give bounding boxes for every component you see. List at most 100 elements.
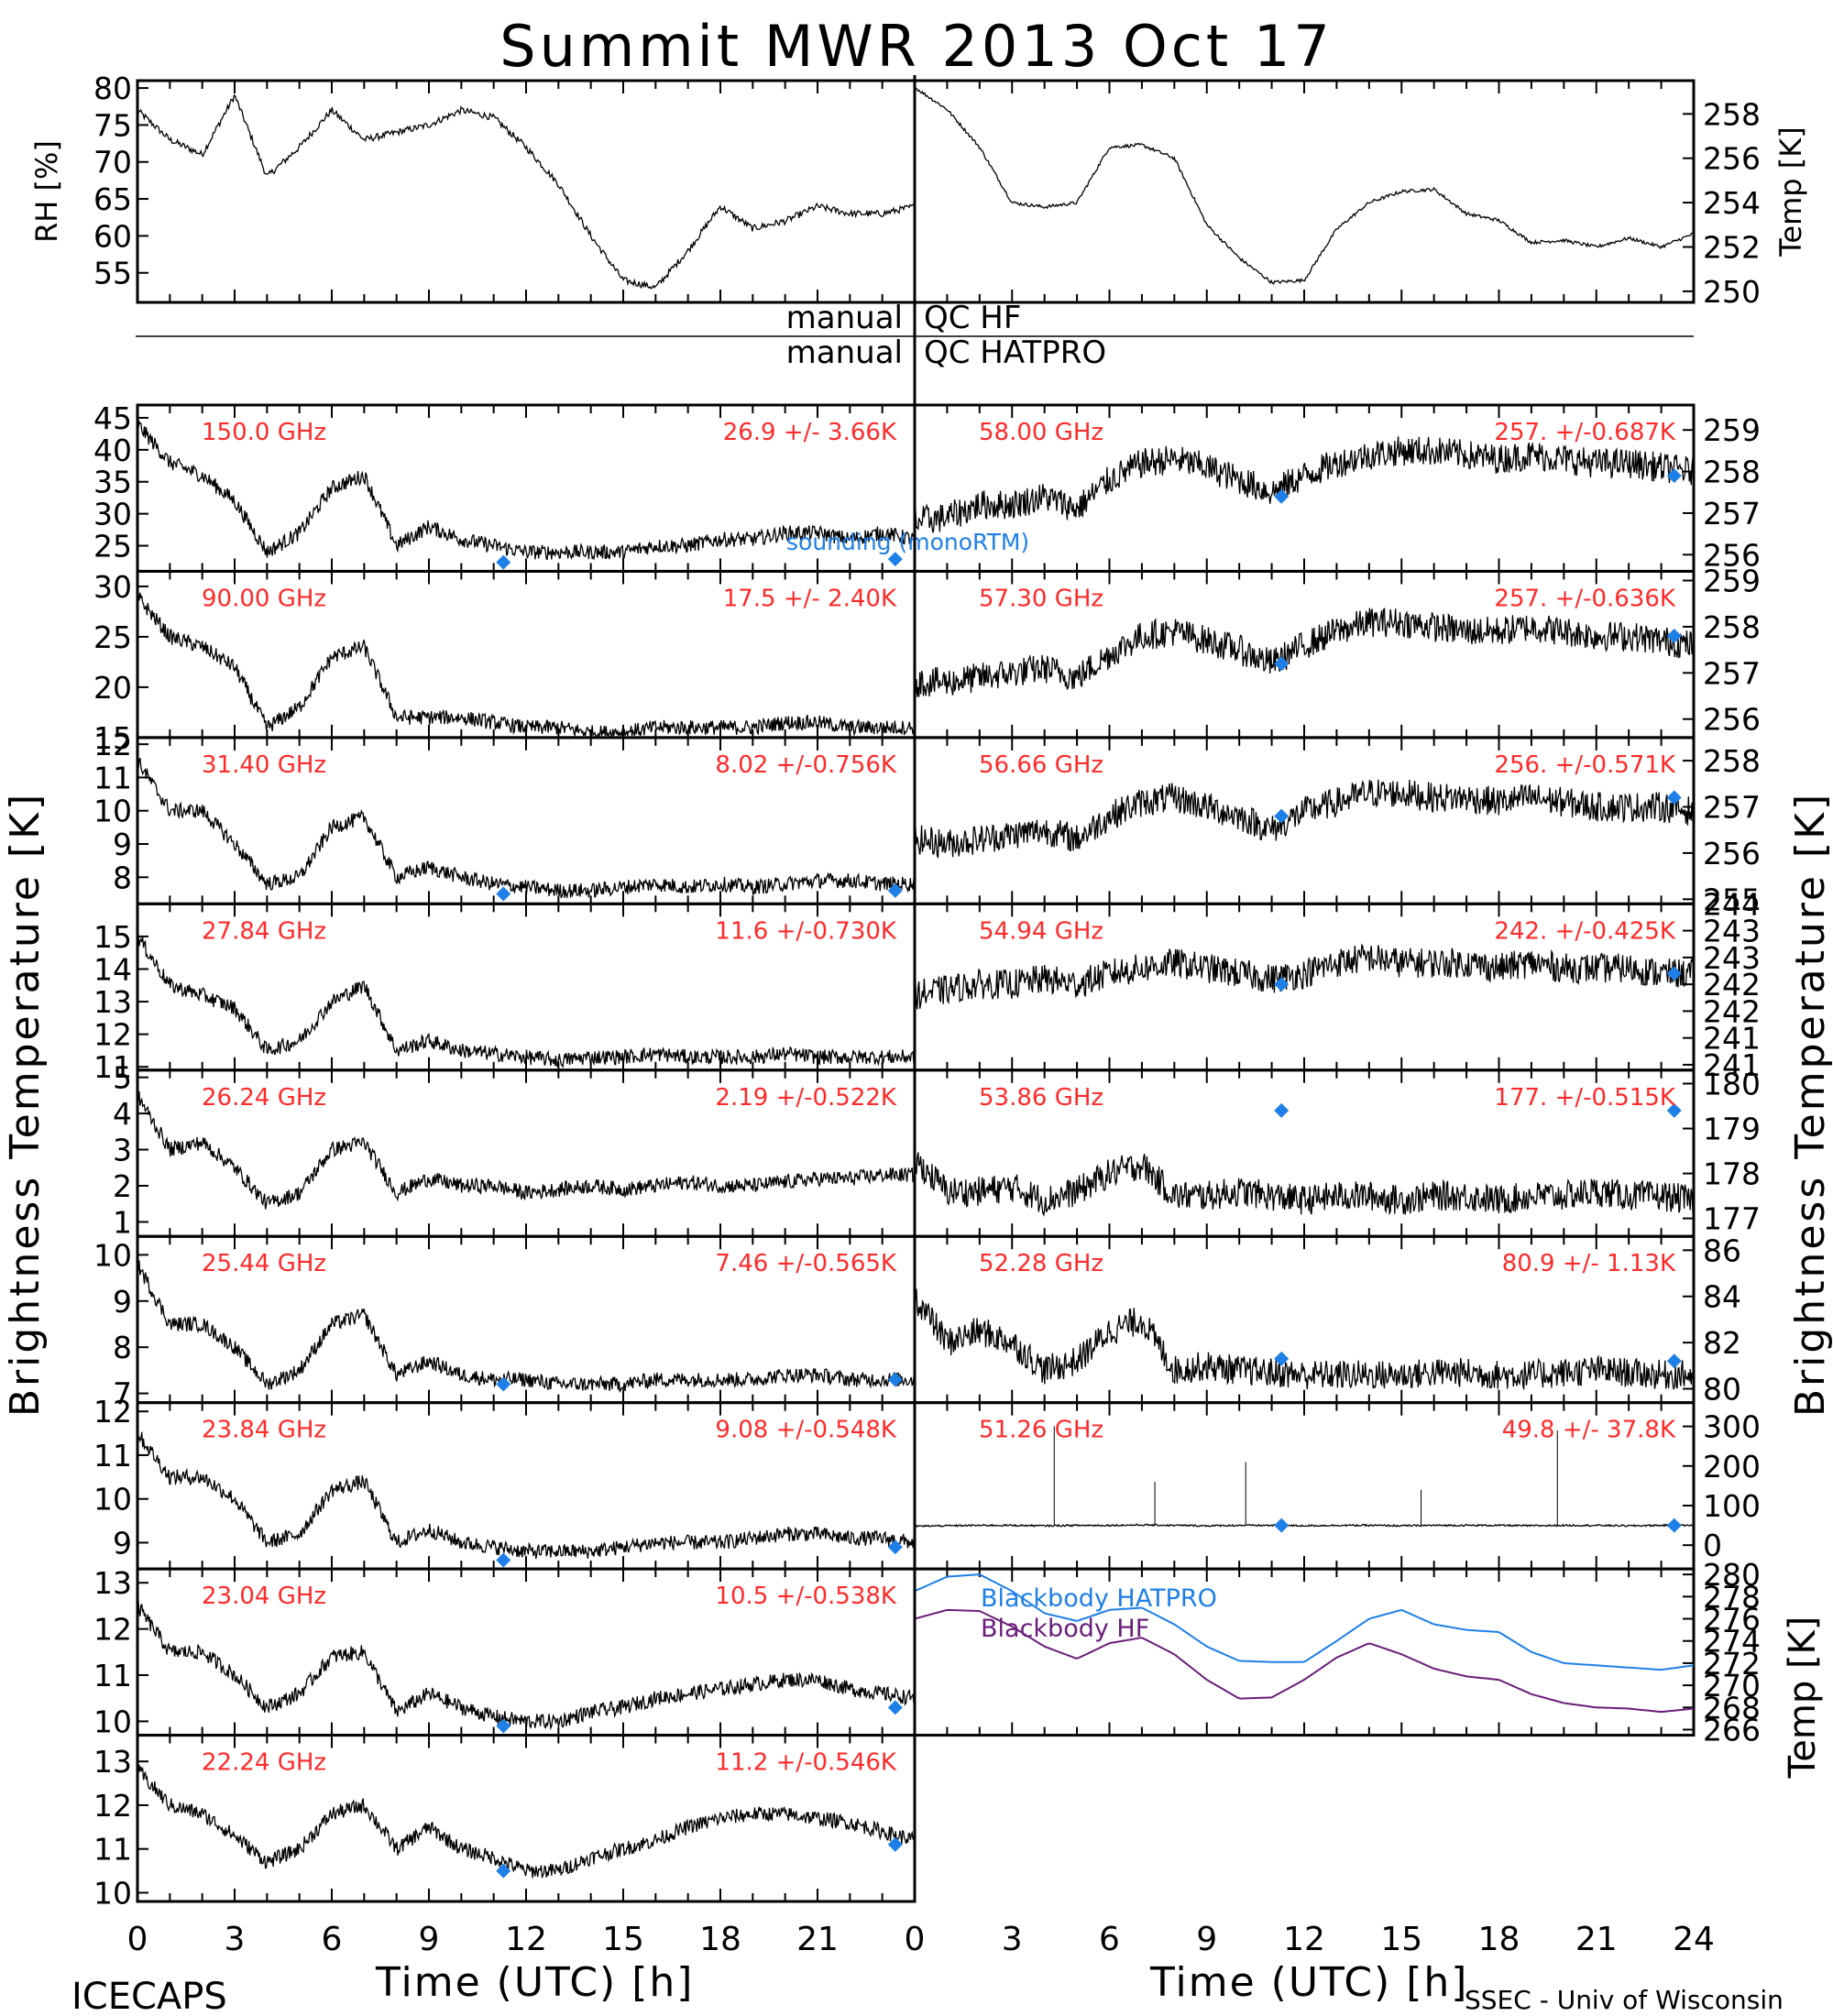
left-panel-4-y-tick-label: 1	[113, 1204, 132, 1240]
right-panel-7-y-tick-label: 268	[1703, 1690, 1761, 1726]
right-panel-2-sounding-marker	[1274, 808, 1290, 824]
rh-panel-y-tick-label: 75	[93, 107, 132, 143]
x-tick-label-right: 12	[1283, 1921, 1325, 1958]
right-panel-4-stats-label: 177. +/-0.515K	[1494, 1084, 1676, 1112]
left-panel-7-stats-label: 10.5 +/-0.538K	[715, 1583, 897, 1610]
left-panel-3-trace	[137, 935, 916, 1068]
right-panel-5-frequency-label: 52.28 GHz	[979, 1250, 1103, 1277]
left-panel-6-sounding-marker	[496, 1552, 511, 1568]
left-panel-1-frequency-label: 90.00 GHz	[202, 585, 326, 612]
left-panel-5-y-tick-label: 7	[113, 1376, 132, 1412]
x-tick-label-left: 0	[127, 1921, 148, 1958]
right-panel-5-y-tick-label: 80	[1703, 1372, 1741, 1408]
right-panel-3-y-tick-label: 241	[1703, 1047, 1761, 1083]
right-panel-3-trace	[914, 943, 1695, 1010]
left-panel-0-frequency-label: 150.0 GHz	[202, 419, 326, 446]
right-panel-1-y-tick-label: 258	[1703, 609, 1761, 645]
left-panel-3-y-tick-label: 12	[93, 1017, 132, 1053]
left-panel-0-y-tick-label: 40	[93, 433, 132, 468]
blackbody-hf-legend: Blackbody HF	[981, 1615, 1149, 1643]
rh-trace	[137, 93, 916, 290]
left-panel-2-trace	[137, 757, 916, 900]
right-panel-1-sounding-marker	[1666, 629, 1682, 644]
blackbody-hf-line	[914, 1608, 1695, 1713]
left-panel-8-stats-label: 11.2 +/-0.546K	[715, 1749, 897, 1777]
right-panel-1-sounding-marker	[1274, 656, 1290, 672]
right-panel-0-stats-label: 257. +/-0.687K	[1494, 419, 1676, 446]
right-panel-6-y-tick-label: 0	[1703, 1528, 1722, 1563]
rh-panel-y-tick-label: 60	[93, 218, 132, 254]
right-panel-0-trace	[914, 436, 1695, 533]
right-panel-2-y-tick-label: 255	[1703, 882, 1761, 917]
qc-hatpro-manual-label: manual	[786, 334, 903, 371]
left-panel-5-y-tick-label: 10	[93, 1237, 132, 1273]
left-panel-6-y-tick-label: 9	[113, 1525, 132, 1561]
right-panel-3-sounding-marker	[1666, 966, 1682, 981]
left-panel-8-y-tick-label: 11	[93, 1832, 132, 1868]
right-panel-6-y-tick-label: 200	[1703, 1449, 1761, 1485]
left-panel-7-trace	[137, 1599, 916, 1731]
right-panel-7-y-tick-label: 276	[1703, 1602, 1761, 1638]
left-panel-8-y-tick-label: 12	[93, 1788, 132, 1824]
x-tick-label-left: 6	[322, 1921, 343, 1958]
qc-hf-manual-label: manual	[786, 300, 903, 336]
right-panel-5-sounding-marker	[1666, 1353, 1682, 1369]
left-panel-6-y-tick-label: 11	[93, 1438, 132, 1474]
right-axis-title: Brightness Temperature [K]	[1787, 792, 1833, 1417]
left-panel-4-y-tick-label: 3	[113, 1133, 132, 1168]
x-tick-label-left: 15	[602, 1921, 644, 1958]
left-panel-2-y-tick-label: 9	[113, 827, 132, 862]
blackbody-hatpro-line	[914, 1573, 1695, 1671]
left-panel-8-frequency-label: 22.24 GHz	[202, 1749, 326, 1777]
right-panel-6-y-tick-label: 100	[1703, 1488, 1761, 1524]
x-axis-label-left: Time (UTC) [h]	[375, 1959, 694, 2006]
figure-title: Summit MWR 2013 Oct 17	[499, 13, 1334, 80]
left-panel-1-y-tick-label: 20	[93, 670, 132, 706]
right-panel-5-sounding-marker	[1274, 1351, 1290, 1366]
temp-panel-y-tick-label: 258	[1703, 96, 1761, 132]
left-panel-7-y-tick-label: 10	[93, 1704, 132, 1739]
right-panel-1-stats-label: 257. +/-0.636K	[1494, 585, 1676, 612]
left-panel-0-y-tick-label: 45	[93, 400, 132, 436]
left-panel-4-frequency-label: 26.24 GHz	[202, 1084, 326, 1112]
right-panel-3-y-tick-label: 241	[1703, 1021, 1761, 1057]
right-panel-5-y-tick-label: 84	[1703, 1279, 1741, 1315]
left-panel-8-sounding-marker	[496, 1863, 511, 1879]
left-panel-7-y-tick-label: 12	[93, 1612, 132, 1648]
right-panel-4-y-tick-label: 178	[1703, 1156, 1761, 1192]
left-panel-3-stats-label: 11.6 +/-0.730K	[715, 917, 897, 945]
left-panel-5-stats-label: 7.46 +/-0.565K	[715, 1250, 897, 1277]
left-panel-3-frequency-label: 27.84 GHz	[202, 917, 326, 945]
right-panel-1-y-tick-label: 256	[1703, 702, 1761, 738]
sounding-label: sounding (monoRTM)	[786, 529, 1029, 555]
left-panel-4-trace	[137, 1089, 916, 1210]
right-panel-3-y-tick-label: 242	[1703, 967, 1761, 1003]
right-panel-0-sounding-marker	[1666, 468, 1682, 484]
left-panel-2-y-tick-label: 8	[113, 860, 132, 895]
right-panel-1-trace	[914, 608, 1695, 697]
left-panel-0-y-tick-label: 25	[93, 529, 132, 564]
rh-panel-y-tick-label: 65	[93, 181, 132, 217]
right-panel-3-sounding-marker	[1274, 977, 1290, 992]
x-tick-label-right: 9	[1196, 1921, 1217, 1958]
x-tick-label-left: 18	[699, 1921, 741, 1958]
left-panel-1-trace	[137, 589, 916, 738]
x-tick-label-right: 6	[1099, 1921, 1120, 1958]
right-panel-7-y-tick-label: 274	[1703, 1624, 1761, 1660]
left-panel-2-stats-label: 8.02 +/-0.756K	[715, 751, 897, 779]
left-panel-8-trace	[137, 1764, 916, 1879]
right-panel-4-y-tick-label: 180	[1703, 1066, 1761, 1101]
rh-axis-title: RH [%]	[29, 140, 64, 243]
right-panel-6-stats-label: 49.8 +/- 37.8K	[1502, 1417, 1676, 1444]
right-panel-5-y-tick-label: 86	[1703, 1233, 1741, 1268]
x-tick-label-left: 21	[796, 1921, 839, 1958]
left-panel-6-stats-label: 9.08 +/-0.548K	[715, 1417, 897, 1444]
left-panel-2-y-tick-label: 11	[93, 760, 132, 795]
right-panel-1-y-tick-label: 257	[1703, 655, 1761, 691]
right-panel-6-frequency-label: 51.26 GHz	[979, 1417, 1103, 1444]
left-axis-title: Brightness Temperature [K]	[2, 792, 49, 1417]
temp-panel-y-tick-label: 256	[1703, 141, 1761, 177]
qc-hf-label: QC HF	[924, 300, 1021, 336]
x-tick-label-left: 9	[419, 1921, 440, 1958]
x-tick-label-right: 24	[1673, 1921, 1715, 1958]
